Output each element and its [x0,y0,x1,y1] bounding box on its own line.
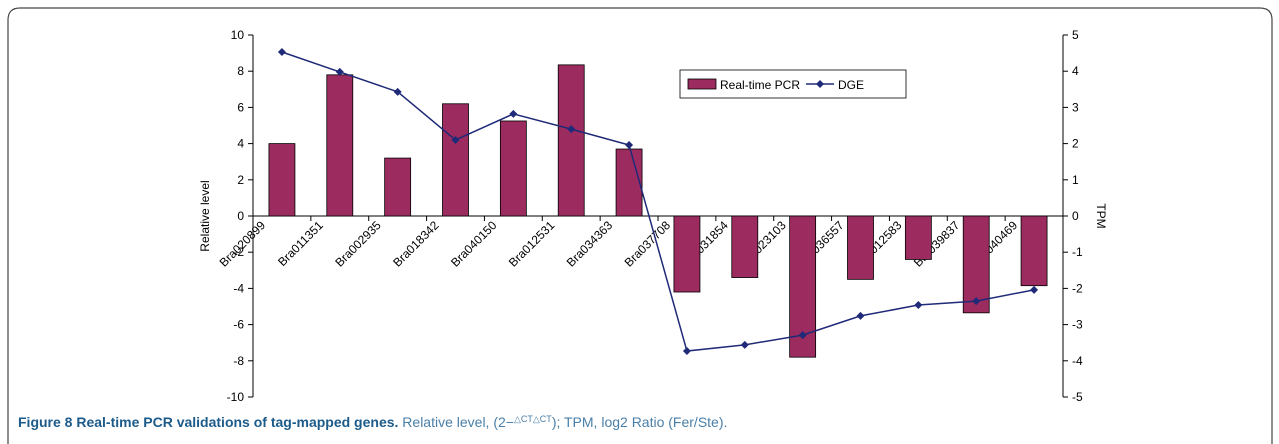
bar [557,64,585,217]
bar [904,215,932,260]
x-tick-label: Bra018342 [390,218,442,270]
caption-title: Figure 8 Real-time PCR validations of ta… [18,414,398,430]
line-marker [567,125,576,134]
line-marker [509,109,518,118]
line-marker [1030,285,1039,294]
y2-tick-label: -1 [1072,245,1083,259]
caption: Figure 8 Real-time PCR validations of ta… [18,414,727,430]
y2-tick-label: -4 [1072,354,1083,368]
legend-swatch [816,80,825,88]
line [281,51,1035,352]
legend-label: Real-time PCR [720,78,800,92]
figure-frame [7,7,1273,444]
line-marker [856,311,865,320]
x-tick-label: Bra020899 [217,218,269,270]
y2-tick-label: 5 [1072,28,1079,42]
bar [268,143,296,217]
line-marker [625,141,634,150]
y-tick-label: 2 [237,173,244,187]
y-tick-label: -8 [233,354,244,368]
line-marker [682,347,691,356]
bar [499,120,527,217]
y2-tick-label: -5 [1072,390,1083,404]
bar [731,215,759,278]
y2-tick-label: 0 [1072,209,1079,223]
line-marker [914,301,923,310]
y2-tick-label: 2 [1072,137,1079,151]
y2-tick-label: 3 [1072,100,1079,114]
y2-tick-label: -2 [1072,281,1083,295]
legend-box [679,69,907,99]
y-axis-label: Relative level [198,180,212,251]
x-tick-label: Bra037708 [622,218,674,270]
bar [326,74,354,217]
y-tick-label: 10 [231,28,245,42]
y-tick-label: 8 [237,64,244,78]
y-tick-label: -4 [233,281,244,295]
y-tick-label: -6 [233,318,244,332]
y-tick-label: 4 [237,137,244,151]
line-marker [277,48,286,57]
line-marker [740,340,749,349]
y-tick-label: -2 [233,245,244,259]
x-tick-label: Bra040150 [448,218,500,270]
x-tick-label: Bra012531 [506,218,558,270]
line-marker [335,67,344,76]
y2-axis-label: TPM [1094,203,1108,228]
y2-tick-label: -3 [1072,318,1083,332]
caption-text: ); TPM, log2 Ratio (Fer/Ste). [552,414,728,430]
line-marker [972,297,981,306]
x-tick-label: Bra034363 [564,218,616,270]
y2-tick-label: 4 [1072,64,1079,78]
x-tick-label: Bra002935 [332,218,384,270]
legend-swatch [687,78,717,90]
x-tick-label: Bra011351 [275,218,326,269]
bar [615,148,643,217]
y-tick-label: -10 [227,390,245,404]
legend-label: DGE [838,78,864,92]
bar [384,157,412,217]
y-tick-label: 0 [237,209,244,223]
bar [962,215,990,314]
line-marker [451,135,460,144]
y-tick-label: 6 [237,100,244,114]
bar [442,103,469,217]
bar [1020,215,1048,287]
bar [847,215,874,280]
bar [673,215,701,293]
y2-tick-label: 1 [1072,173,1079,187]
caption-superscript: △CT△CT [514,414,552,424]
line-marker [798,331,807,340]
line-marker [393,87,402,96]
caption-text: Relative level, (2− [398,414,514,430]
